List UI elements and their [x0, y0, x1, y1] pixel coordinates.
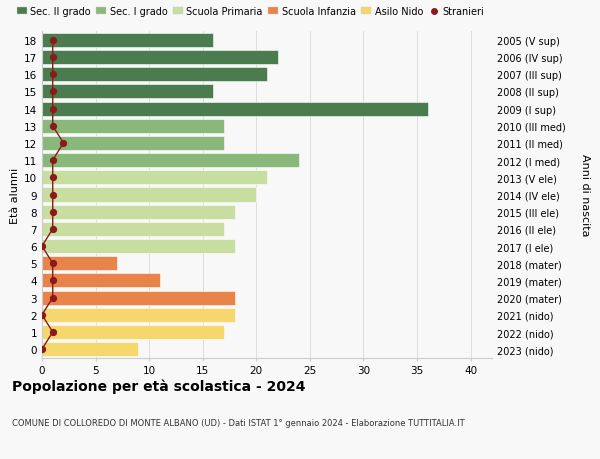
Bar	[42, 240, 235, 253]
Bar	[42, 342, 139, 357]
Point	[48, 106, 58, 113]
Point	[37, 243, 47, 250]
Bar	[42, 85, 214, 99]
Y-axis label: Età alunni: Età alunni	[10, 167, 20, 223]
Point	[48, 123, 58, 130]
Bar	[42, 51, 278, 65]
Bar	[42, 222, 224, 236]
Point	[48, 191, 58, 199]
Point	[37, 312, 47, 319]
Point	[48, 71, 58, 78]
Point	[48, 226, 58, 233]
Bar	[42, 205, 235, 219]
Point	[48, 157, 58, 164]
Bar	[42, 171, 267, 185]
Bar	[42, 68, 267, 82]
Bar	[42, 154, 299, 168]
Bar	[42, 291, 235, 305]
Bar	[42, 308, 235, 322]
Point	[48, 294, 58, 302]
Legend: Sec. II grado, Sec. I grado, Scuola Primaria, Scuola Infanzia, Asilo Nido, Stran: Sec. II grado, Sec. I grado, Scuola Prim…	[17, 7, 484, 17]
Y-axis label: Anni di nascita: Anni di nascita	[580, 154, 590, 236]
Point	[48, 277, 58, 285]
Point	[48, 329, 58, 336]
Bar	[42, 325, 224, 339]
Point	[48, 89, 58, 96]
Point	[48, 174, 58, 182]
Point	[48, 260, 58, 267]
Bar	[42, 274, 160, 288]
Bar	[42, 34, 214, 48]
Point	[48, 208, 58, 216]
Bar	[42, 137, 224, 151]
Point	[37, 346, 47, 353]
Bar	[42, 257, 117, 271]
Bar	[42, 102, 428, 116]
Text: COMUNE DI COLLOREDO DI MONTE ALBANO (UD) - Dati ISTAT 1° gennaio 2024 - Elaboraz: COMUNE DI COLLOREDO DI MONTE ALBANO (UD)…	[12, 418, 464, 427]
Bar	[42, 188, 256, 202]
Point	[48, 54, 58, 62]
Point	[48, 37, 58, 45]
Point	[59, 140, 68, 147]
Bar	[42, 119, 224, 134]
Text: Popolazione per età scolastica - 2024: Popolazione per età scolastica - 2024	[12, 379, 305, 393]
